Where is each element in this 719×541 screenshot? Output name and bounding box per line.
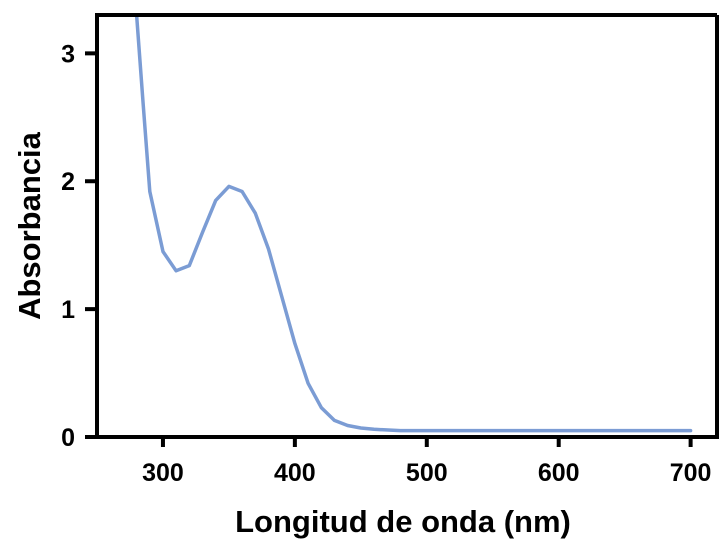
- x-tick-label: 700: [670, 459, 712, 487]
- series-line-absorbance: [134, 13, 693, 433]
- x-tick-label: 400: [274, 459, 316, 487]
- x-axis-title: Longitud de onda (nm): [235, 504, 571, 539]
- x-tick-label: 500: [406, 459, 448, 487]
- y-tick-label: 3: [61, 40, 75, 68]
- y-tick-label: 1: [61, 296, 75, 324]
- y-axis-title: Absorbancia: [12, 131, 47, 320]
- x-axis-ticks: 300 400 500 600 700: [142, 437, 711, 487]
- x-tick-label: 300: [142, 459, 184, 487]
- y-tick-label: 2: [61, 168, 75, 196]
- y-tick-label: 0: [61, 424, 75, 452]
- x-tick-label: 600: [538, 459, 580, 487]
- y-axis-ticks: 0 1 2 3: [61, 40, 97, 452]
